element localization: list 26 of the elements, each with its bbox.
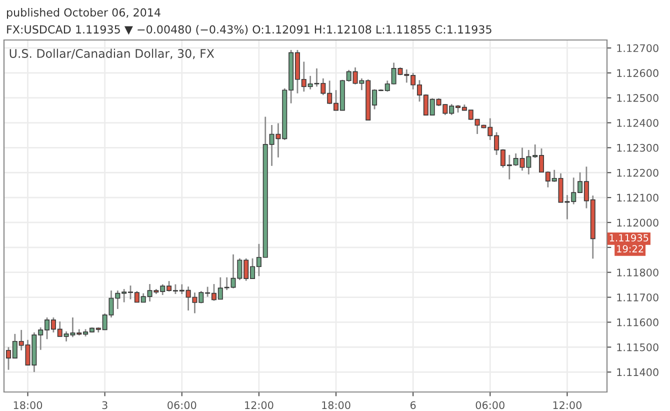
y-tick-label: 1.12700 — [617, 44, 658, 52]
x-tick-label: 6 — [410, 401, 416, 410]
y-tick-label: 1.11700 — [617, 293, 658, 302]
x-tick-label: 18:00 — [14, 401, 42, 410]
y-tick-label: 1.11400 — [617, 368, 658, 376]
y-tick-label: 1.12500 — [617, 94, 658, 102]
y-tick-label: 1.12000 — [617, 218, 658, 227]
y-tick-label: 1.11600 — [617, 318, 658, 326]
y-tick-label: 1.11800 — [617, 268, 658, 276]
y-tick-label: 1.11500 — [617, 343, 658, 352]
y-tick-label: 1.12600 — [617, 69, 658, 78]
text: U.S. Dollar/Canadian Dollar, 30, FX — [10, 48, 214, 60]
x-tick-label: 12:00 — [245, 401, 274, 410]
x-tick-label: 06:00 — [168, 401, 196, 410]
y-tick-label: 1.12100 — [617, 194, 658, 202]
y-tick-label: 1.12300 — [617, 144, 658, 152]
text: 19:22 — [617, 245, 644, 252]
text: FX:USDCAD 1.11935 ▼ −0.00480 (−0.43%) O:1.12091 H:1.12108 L:1.11855 C:1.11935 — [7, 25, 492, 35]
text: 1.11935 — [610, 234, 648, 242]
x-tick-label: 12:00 — [553, 401, 582, 410]
x-tick-label: 18:00 — [322, 401, 350, 410]
y-tick-label: 1.12200 — [617, 168, 658, 177]
text: published October 06, 2014 — [7, 8, 160, 19]
x-tick-label: 3 — [102, 401, 108, 410]
y-tick-label: 1.12400 — [617, 118, 658, 127]
x-tick-label: 06:00 — [476, 401, 504, 410]
